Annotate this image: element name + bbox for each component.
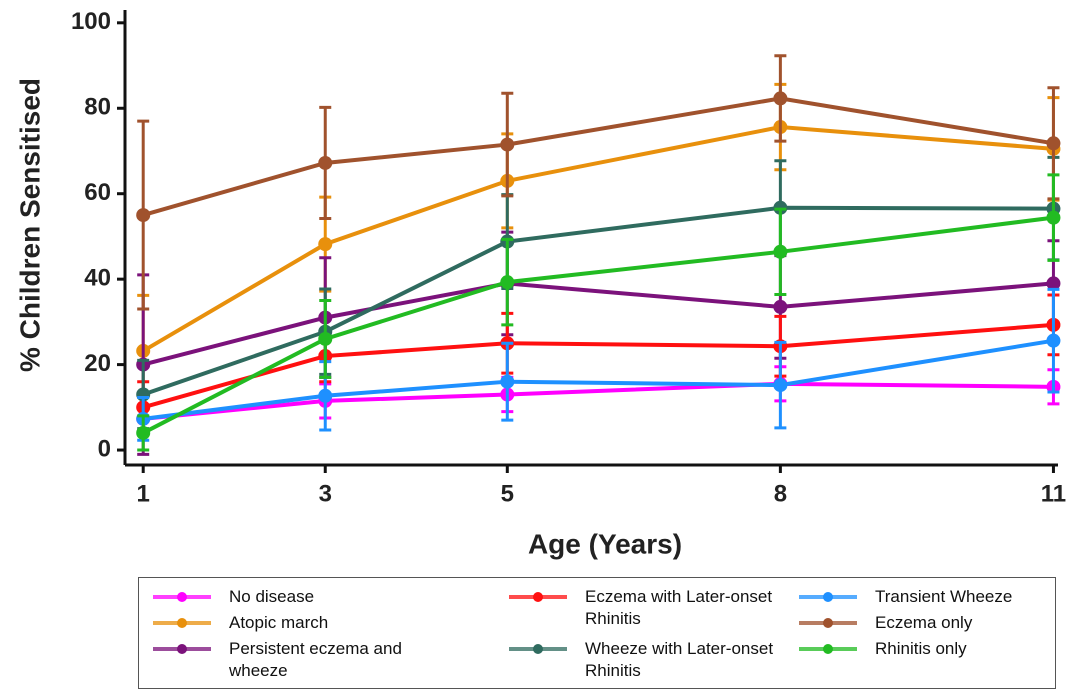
point [773, 91, 788, 106]
point [773, 244, 788, 259]
legend-label: Atopic march [229, 613, 329, 632]
x-tick-label: 3 [319, 480, 332, 507]
point [773, 378, 788, 393]
point [318, 237, 333, 252]
x-tick-label: 5 [501, 480, 514, 507]
y-tick-label: 20 [84, 350, 111, 377]
x-tick-label: 11 [1041, 480, 1066, 507]
x-axis-label: Age (Years) [528, 528, 682, 559]
point [1046, 210, 1061, 225]
point [136, 425, 151, 440]
point [773, 299, 788, 314]
y-tick-label: 100 [71, 8, 111, 35]
point [318, 388, 333, 403]
point [318, 331, 333, 346]
series-line [142, 96, 1054, 217]
legend-swatch [799, 612, 857, 634]
legend-label: Eczema only [875, 613, 973, 632]
legend-swatch [799, 586, 857, 608]
legend-item: Eczema only [799, 612, 1071, 634]
legend-swatch [509, 638, 567, 660]
series-line [142, 322, 1054, 410]
legend-label: Persistent eczema and wheeze [229, 639, 402, 680]
legend-swatch [509, 586, 567, 608]
legend-item: Eczema with Later-onset Rhinitis [509, 586, 785, 630]
point [136, 208, 151, 223]
point [500, 137, 515, 152]
legend-item: Transient Wheeze [799, 586, 1071, 608]
legend-label: Eczema with Later-onset Rhinitis [585, 587, 773, 628]
x-tick-label: 8 [774, 480, 787, 507]
legend-label: Transient Wheeze [875, 587, 1013, 606]
legend: No disease Atopic march Persistent eczema … [138, 577, 1056, 689]
point [1046, 333, 1061, 348]
legend-item: Persistent eczema and wheeze [153, 638, 459, 682]
legend-item: Atopic march [153, 612, 459, 634]
legend-swatch [153, 638, 211, 660]
legend-swatch [799, 638, 857, 660]
legend-item: Rhinitis only [799, 638, 1071, 660]
y-tick-label: 40 [84, 264, 111, 291]
chart: Age (Years) % Children Sensitised 0 20 40 6… [14, 8, 1066, 559]
legend-label: Rhinitis only [875, 639, 967, 658]
legend-label: No disease [229, 587, 315, 606]
series-line [142, 125, 1054, 353]
point [500, 374, 515, 389]
point [1046, 276, 1061, 291]
legend-label: Wheeze with Later-onset Rhinitis [585, 639, 774, 680]
y-tick-label: 60 [84, 179, 111, 206]
y-tick-label: 80 [84, 94, 111, 121]
y-axis-label: % Children Sensitised [14, 78, 45, 372]
legend-item: No disease [153, 586, 459, 608]
legend-swatch [153, 612, 211, 634]
x-tick-label: 1 [137, 480, 150, 507]
series-line [142, 281, 1054, 367]
legend-swatch [153, 586, 211, 608]
y-tick-label: 0 [98, 435, 111, 462]
legend-item: Wheeze with Later-onset Rhinitis [509, 638, 785, 682]
point [1046, 136, 1061, 151]
point [318, 155, 333, 170]
point [500, 275, 515, 290]
